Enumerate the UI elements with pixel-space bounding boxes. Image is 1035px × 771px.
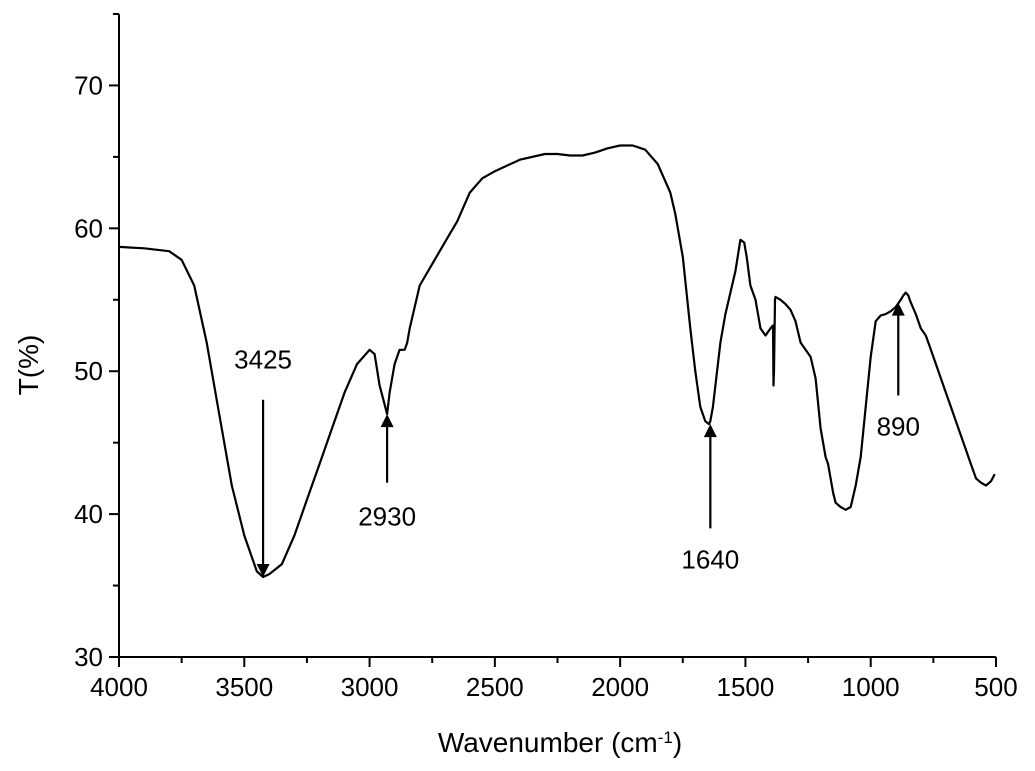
x-axis-title-close: )	[673, 727, 682, 758]
annotation-arrow-head	[703, 424, 717, 438]
y-tick-label: 30	[74, 642, 103, 672]
annotation-arrow-head	[891, 302, 905, 316]
annotation-label: 3425	[234, 344, 292, 374]
y-tick-label: 60	[74, 213, 103, 243]
y-axis-title: T(%)	[13, 335, 44, 396]
annotations: 3425 2930 1640 890	[234, 302, 920, 577]
ticks: 4000 3500 3000 2500 2000 1500 1000 500 30 40 50 60 7…	[74, 13, 1018, 702]
x-tick-label: 1500	[717, 672, 775, 702]
x-axis-title-main: Wavenumber (cm	[438, 727, 658, 758]
annotation-label: 2930	[358, 502, 416, 532]
y-tick-label: 50	[74, 356, 103, 386]
annotation-arrow-head	[256, 563, 270, 577]
series	[118, 144, 996, 579]
annotation-label: 890	[877, 412, 920, 442]
axes	[118, 14, 996, 658]
y-tick-label: 70	[74, 70, 103, 100]
x-tick-label: 4000	[90, 672, 148, 702]
y-tick-label: 40	[74, 499, 103, 529]
annotation-arrow-head	[380, 414, 394, 428]
x-tick-label: 2500	[466, 672, 524, 702]
spectrum-line	[118, 144, 996, 579]
x-tick-label: 1000	[842, 672, 900, 702]
x-tick-label: 2000	[591, 672, 649, 702]
x-axis-title-sup: -1	[658, 728, 673, 747]
x-tick-label: 500	[974, 672, 1017, 702]
x-axis-title: Wavenumber (cm-1)	[438, 727, 682, 758]
annotation-label: 1640	[681, 544, 739, 574]
x-tick-label: 3000	[341, 672, 399, 702]
x-tick-label: 3500	[215, 672, 273, 702]
